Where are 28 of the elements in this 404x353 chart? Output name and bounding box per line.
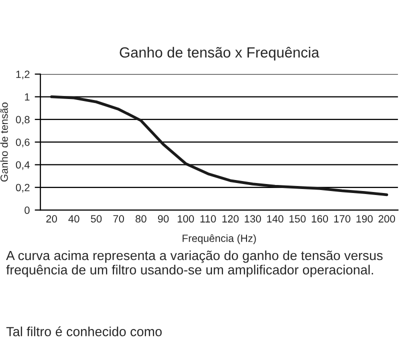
y-axis-title: Ganho de tensão: [0, 102, 8, 182]
text: A curva acima representa a variação do ganho de tensão versus frequência de um filtro usando-se um amplificador operacional.: [6, 250, 383, 278]
x-tick-label: 170: [334, 215, 350, 223]
x-tick-label: 80: [136, 215, 146, 223]
x-tick-label: 200: [378, 215, 396, 223]
x-tick-label: 90: [158, 215, 169, 223]
x-tick-label: 160: [312, 215, 328, 223]
chart-title: Ganho de tensão x Frequência: [120, 46, 320, 60]
x-tick-label: 110: [200, 215, 216, 223]
y-tick-label: 1,2: [16, 70, 30, 80]
y-tick-label: 0,6: [16, 138, 30, 148]
x-tick-label: 50: [90, 215, 102, 223]
y-tick-label: 0,4: [16, 161, 30, 170]
x-tick-label: 140: [267, 215, 284, 223]
x-tick-label: 150: [289, 215, 306, 223]
x-tick-label: 20: [46, 215, 57, 223]
x-tick-label: 70: [113, 215, 124, 223]
x-tick-label: 130: [244, 215, 261, 223]
x-tick-label: 40: [68, 215, 80, 223]
x-tick-label: 120: [222, 215, 239, 223]
y-tick-label: 0,8: [16, 116, 30, 125]
y-tick-label: 0,2: [16, 184, 30, 192]
x-axis-title: Frequência (Hz): [182, 234, 256, 244]
y-tick-label: 1: [24, 93, 30, 101]
x-tick-label: 100: [178, 215, 194, 223]
x-tick-label: 190: [356, 215, 373, 223]
text: Tal filtro é conhecido como: [6, 326, 162, 336]
y-tick-label: 0: [24, 206, 30, 214]
